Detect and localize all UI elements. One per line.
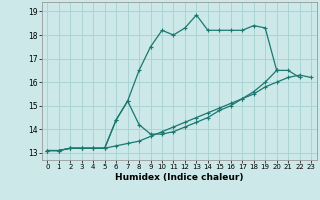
X-axis label: Humidex (Indice chaleur): Humidex (Indice chaleur) [115,173,244,182]
